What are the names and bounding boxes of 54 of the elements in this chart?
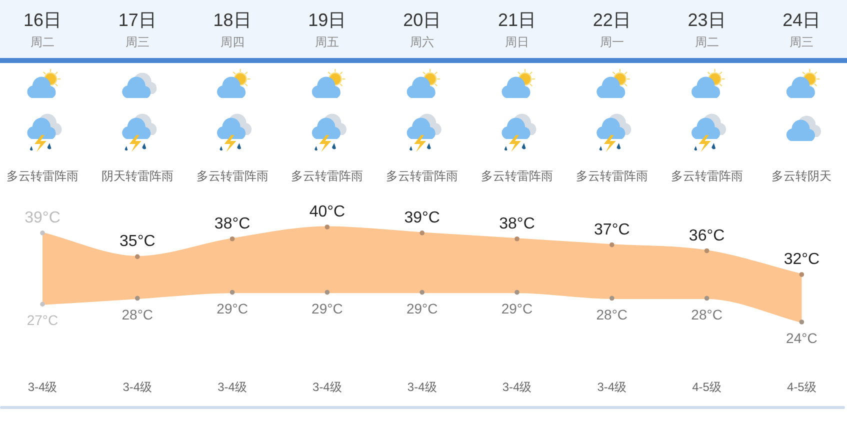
annotation: 周四 <box>220 35 244 49</box>
annotation: 多云转雷阵雨 <box>6 169 78 183</box>
value-label: 28°C <box>122 306 154 322</box>
category: 20日 <box>403 10 442 30</box>
annotation: 周二 <box>30 35 54 49</box>
annotation: 周一 <box>600 35 624 49</box>
annotation: 周六 <box>410 35 434 49</box>
value-label: 28°C <box>596 306 628 322</box>
value-label: 38°C <box>499 215 535 232</box>
annotation: 多云转雷阵雨 <box>386 169 458 183</box>
value-label: 40°C <box>309 204 346 220</box>
annotation: 3-4级 <box>122 380 152 394</box>
annotation: 4-5级 <box>787 380 816 394</box>
annotation: 3-4级 <box>407 380 437 394</box>
category: 24日 <box>782 10 821 30</box>
value-label: 29°C <box>312 300 343 316</box>
annotation: 周日 <box>505 35 529 49</box>
value-label: 37°C <box>594 221 630 238</box>
category: 18日 <box>213 10 252 30</box>
annotation: 多云转阴天 <box>772 169 832 183</box>
value-label: 24°C <box>786 330 818 346</box>
annotation: 周三 <box>125 35 150 49</box>
category: 21日 <box>498 10 536 30</box>
annotation: 多云转雷阵雨 <box>670 169 743 183</box>
value-label: 35°C <box>120 233 156 250</box>
annotation: 3-4级 <box>312 380 342 394</box>
annotation: 多云转雷阵雨 <box>291 169 364 183</box>
value-label: 28°C <box>691 306 722 322</box>
category: 23日 <box>688 10 726 30</box>
annotation: 3-4级 <box>28 380 58 394</box>
annotation: 3-4级 <box>218 380 247 394</box>
category: 19日 <box>308 10 346 30</box>
annotation: 多云转雷阵雨 <box>196 169 268 183</box>
annotation: 3-4级 <box>597 380 627 394</box>
value-label: 32°C <box>784 251 820 268</box>
annotation: 多云转雷阵雨 <box>481 169 553 183</box>
value-label: 36°C <box>688 227 725 244</box>
value-label: 29°C <box>216 300 248 316</box>
value-label: 29°C <box>501 300 533 316</box>
annotation: 周三 <box>790 35 814 49</box>
value-label: 38°C <box>214 215 250 232</box>
annotation: 周五 <box>315 35 340 49</box>
value-label: 29°C <box>406 300 438 316</box>
annotation: 周二 <box>694 35 719 49</box>
annotation: 阴天转雷阵雨 <box>101 169 174 183</box>
value-label: 39°C <box>24 209 60 226</box>
annotation: 多云转雷阵雨 <box>576 169 648 183</box>
value-label: 39°C <box>404 209 440 226</box>
annotation: 3-4级 <box>502 380 532 394</box>
category: 22日 <box>592 10 631 30</box>
value-label: 27°C <box>26 312 58 328</box>
category: 17日 <box>118 10 156 30</box>
annotation: 4-5级 <box>692 380 722 394</box>
category: 16日 <box>23 10 62 30</box>
